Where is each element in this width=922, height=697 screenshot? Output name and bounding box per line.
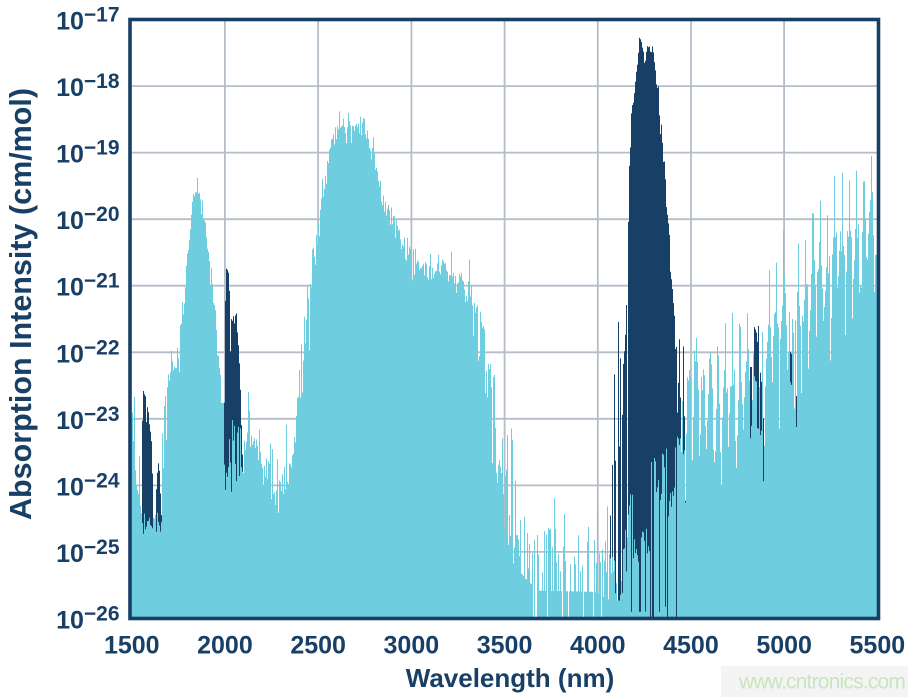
svg-text:10−20: 10−20 [56, 203, 119, 235]
svg-text:5000: 5000 [756, 631, 812, 659]
svg-text:1500: 1500 [104, 631, 160, 659]
svg-text:Wavelength (nm): Wavelength (nm) [406, 663, 614, 693]
svg-text:2500: 2500 [290, 631, 346, 659]
svg-text:3500: 3500 [477, 631, 533, 659]
svg-text:www.cntronics.com: www.cntronics.com [738, 671, 905, 694]
svg-text:4000: 4000 [570, 631, 626, 659]
svg-text:3000: 3000 [384, 631, 440, 659]
svg-text:2000: 2000 [197, 631, 253, 659]
svg-text:Absorption Intensity (cm/mol): Absorption Intensity (cm/mol) [4, 88, 38, 520]
svg-text:5500: 5500 [850, 631, 906, 659]
svg-text:4500: 4500 [663, 631, 719, 659]
